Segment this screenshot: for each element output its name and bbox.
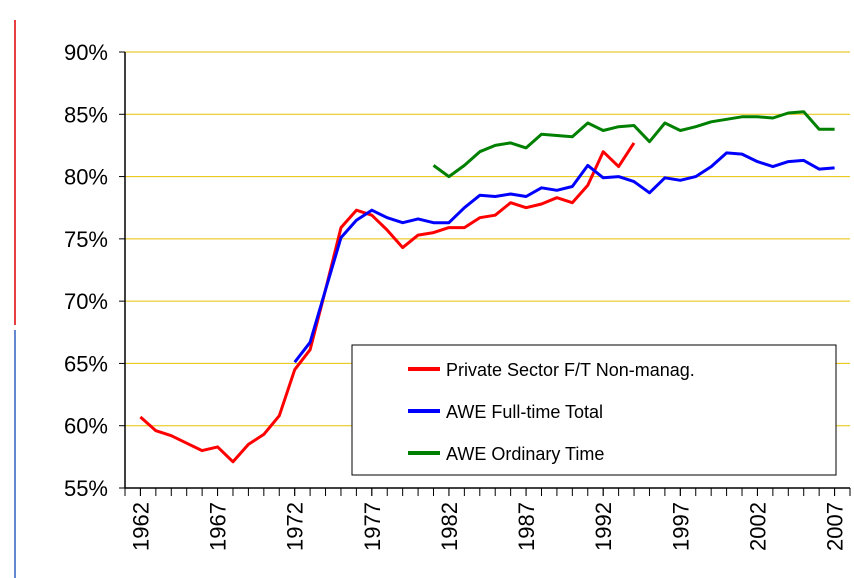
x-tick-label: 2002 (745, 502, 770, 551)
y-tick-label: 85% (64, 102, 108, 127)
series-line (432, 110, 835, 179)
x-tick-label: 1962 (128, 502, 153, 551)
y-tick-label: 60% (64, 414, 108, 439)
y-tick-label: 75% (64, 227, 108, 252)
y-tick-label: 90% (64, 40, 108, 65)
legend-label: AWE Ordinary Time (446, 444, 604, 464)
x-tick-label: 1987 (514, 502, 539, 551)
x-tick-label: 1992 (591, 502, 616, 551)
series-line (293, 151, 835, 364)
x-tick-label: 1982 (437, 502, 462, 551)
y-tick-label: 65% (64, 351, 108, 376)
y-tick-label: 55% (64, 476, 108, 501)
y-tick-label: 80% (64, 165, 108, 190)
y-tick-label: 70% (64, 289, 108, 314)
x-tick-label: 2007 (823, 502, 848, 551)
series-line (139, 142, 636, 464)
x-tick-label: 1977 (360, 502, 385, 551)
x-tick-label: 1997 (668, 502, 693, 551)
x-tick-label: 1967 (206, 502, 231, 551)
x-tick-label: 1972 (283, 502, 308, 551)
legend-label: Private Sector F/T Non-manag. (446, 360, 695, 380)
legend: Private Sector F/T Non-manag. AWE Full-ti… (351, 344, 837, 476)
legend-label: AWE Full-time Total (446, 402, 603, 422)
